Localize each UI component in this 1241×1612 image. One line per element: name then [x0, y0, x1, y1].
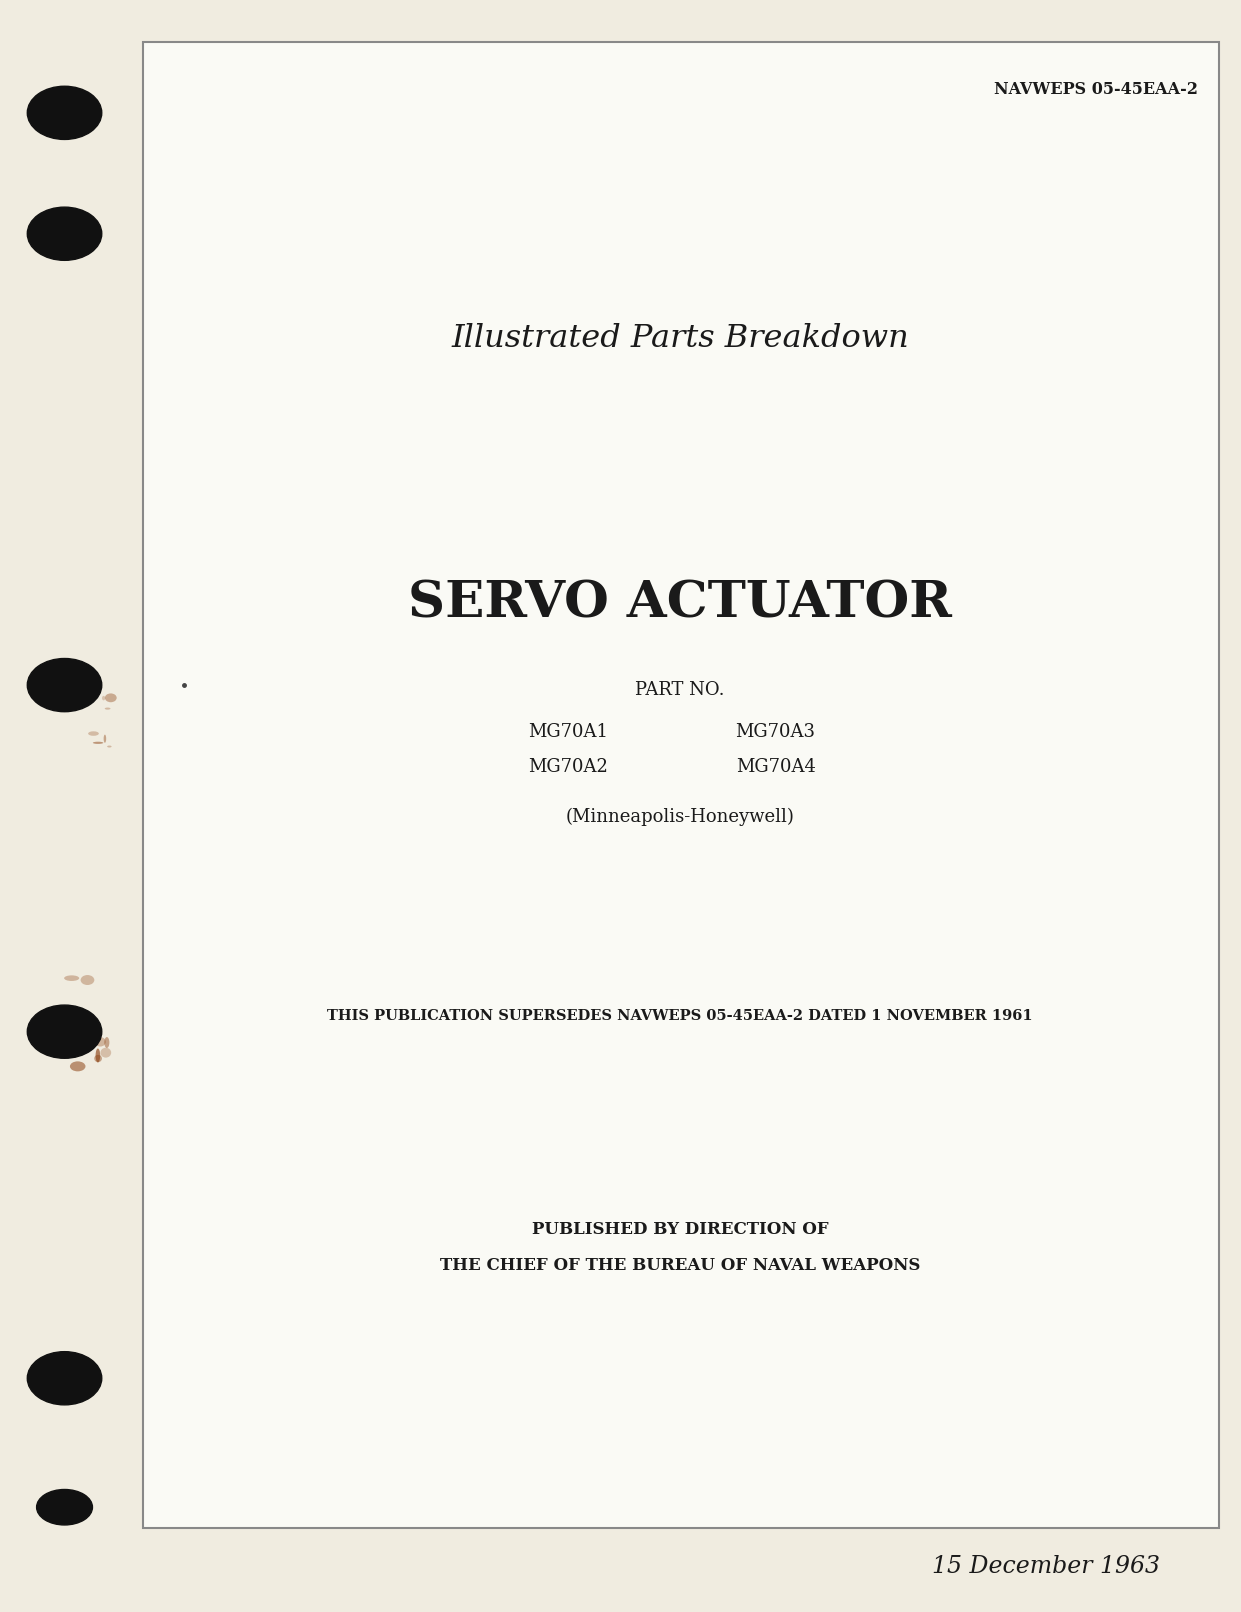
Ellipse shape [27, 659, 102, 713]
Text: MG70A4: MG70A4 [736, 758, 815, 777]
Ellipse shape [73, 1038, 84, 1046]
Text: THIS PUBLICATION SUPERSEDES NAVWEPS 05-45EAA-2 DATED 1 NOVEMBER 1961: THIS PUBLICATION SUPERSEDES NAVWEPS 05-4… [328, 1009, 1033, 1022]
Text: MG70A1: MG70A1 [529, 722, 608, 742]
Text: SERVO ACTUATOR: SERVO ACTUATOR [408, 580, 952, 629]
Ellipse shape [105, 693, 117, 703]
Ellipse shape [69, 1061, 86, 1072]
Text: MG70A2: MG70A2 [529, 758, 608, 777]
Ellipse shape [96, 1048, 101, 1062]
Text: PUBLISHED BY DIRECTION OF: PUBLISHED BY DIRECTION OF [531, 1222, 829, 1238]
Ellipse shape [107, 745, 112, 748]
Ellipse shape [104, 735, 107, 743]
Ellipse shape [27, 85, 102, 139]
Ellipse shape [93, 742, 103, 743]
Ellipse shape [88, 732, 99, 735]
Ellipse shape [74, 1017, 78, 1030]
Ellipse shape [101, 1048, 112, 1057]
Ellipse shape [81, 975, 94, 985]
Text: PART NO.: PART NO. [635, 680, 725, 700]
Ellipse shape [94, 1054, 102, 1062]
Ellipse shape [94, 1037, 105, 1046]
Ellipse shape [102, 696, 105, 700]
Text: THE CHIEF OF THE BUREAU OF NAVAL WEAPONS: THE CHIEF OF THE BUREAU OF NAVAL WEAPONS [439, 1257, 921, 1273]
Bar [143, 42, 1219, 1528]
Ellipse shape [27, 208, 102, 260]
Text: Illustrated Parts Breakdown: Illustrated Parts Breakdown [452, 322, 908, 355]
Ellipse shape [65, 975, 79, 982]
Text: NAVWEPS 05-45EAA-2: NAVWEPS 05-45EAA-2 [994, 81, 1198, 98]
Ellipse shape [27, 1006, 102, 1059]
Text: 15 December 1963: 15 December 1963 [932, 1556, 1160, 1578]
Ellipse shape [104, 708, 110, 709]
Ellipse shape [27, 1351, 102, 1406]
Ellipse shape [36, 1489, 92, 1525]
Ellipse shape [104, 1037, 109, 1048]
Text: MG70A3: MG70A3 [736, 722, 815, 742]
Text: (Minneapolis-Honeywell): (Minneapolis-Honeywell) [566, 808, 794, 827]
